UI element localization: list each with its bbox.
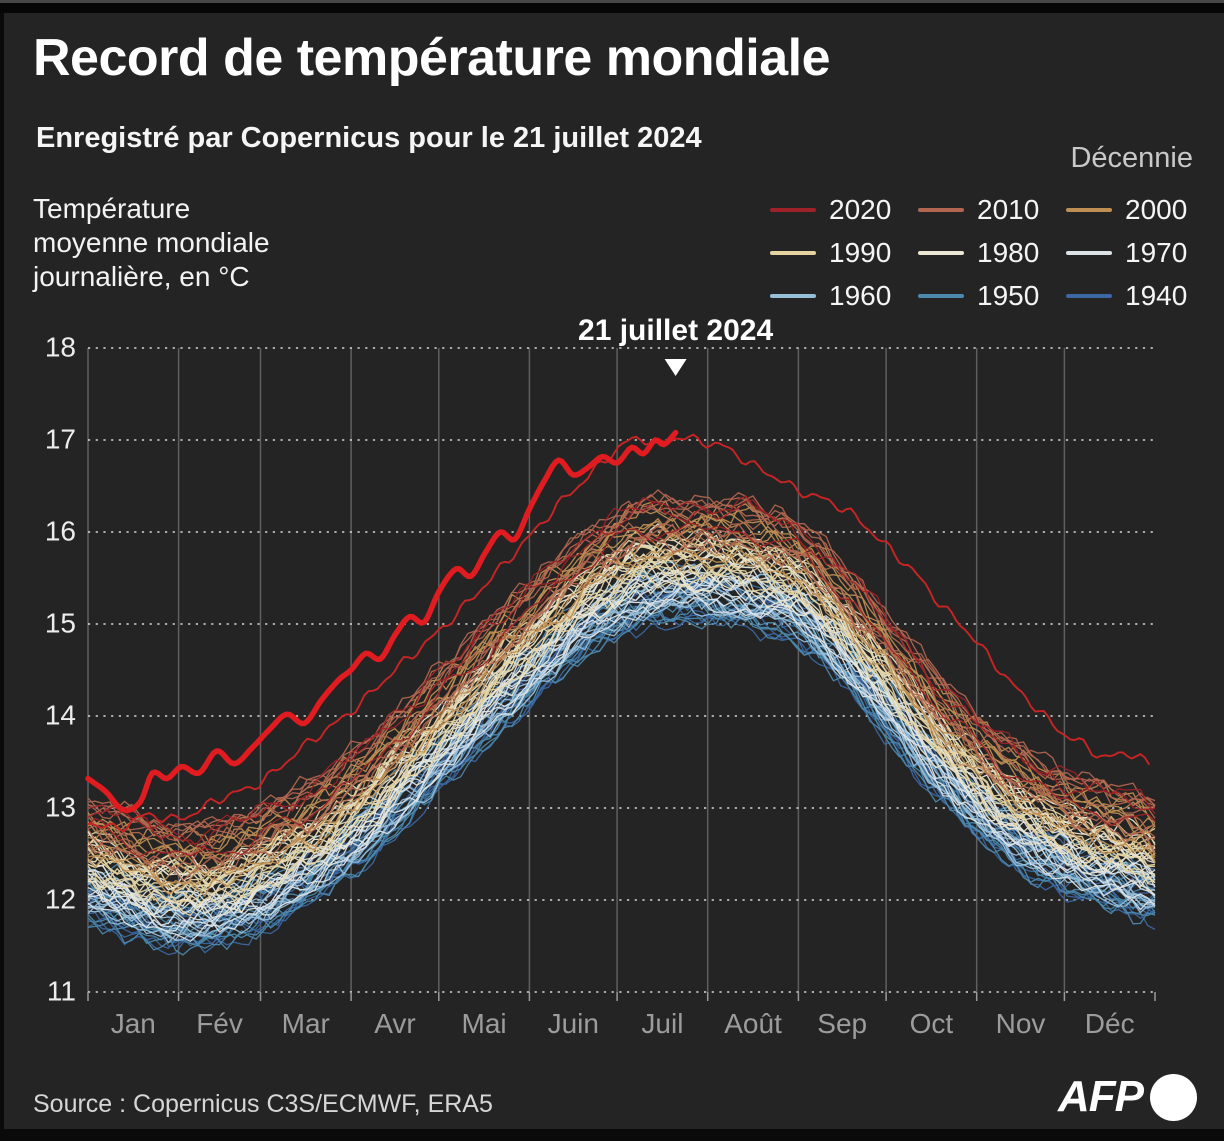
temp-line-2006 [87,539,1156,886]
month-label-Avr: Avr [374,1008,416,1039]
month-label-Jan: Jan [110,1008,156,1039]
bottom-bar [0,1129,1224,1141]
temp-line-1956 [87,603,1156,949]
temp-line-1991 [87,549,1155,900]
temp-line-2013 [87,531,1156,882]
y-tick-label-12: 12 [44,883,76,915]
temp-line-2020 [87,494,1156,848]
afp-logo: AFP [1058,1072,1197,1122]
temp-line-1977 [87,582,1156,932]
month-label-Fév: Fév [196,1008,243,1039]
month-label-Sep: Sep [817,1008,868,1039]
page-subtitle: Enregistré par Copernicus pour le 21 jui… [36,122,702,154]
temp-line-2003 [87,501,1156,857]
y-tick-label-18: 18 [44,331,76,363]
temp-line-1998 [87,559,1156,902]
legend-item-1980: 1980 [918,231,1066,274]
temp-line-1992 [87,553,1156,895]
legend-swatch-icon [770,207,816,212]
annotation-arrow-icon [664,359,687,376]
legend-swatch-icon [1066,207,1112,212]
legend-label: 2000 [1125,193,1188,225]
legend-swatch-icon [1066,293,1112,298]
month-label-Oct: Oct [909,1008,954,1039]
legend-label: 2020 [829,193,892,225]
temp-line-1994 [87,564,1156,910]
temp-line-1960 [87,577,1156,916]
temp-line-1981 [87,523,1156,875]
y-tick-label-17: 17 [44,423,76,455]
left-edge [0,13,4,1130]
temp-line-2018 [87,525,1156,871]
legend-item-1940: 1940 [1066,274,1214,317]
afp-logo-text: AFP [1058,1072,1144,1121]
month-label-Juil: Juil [641,1008,684,1039]
temp-line-1954 [87,600,1156,956]
temp-line-2024 [85,429,679,814]
legend-swatch-icon [770,250,816,255]
legend-item-1960: 1960 [770,274,918,317]
temp-line-1963 [87,595,1156,938]
y-axis-description-line1: Température [33,193,191,224]
y-axis-description-line2: moyenne mondiale [33,227,270,258]
legend-swatch-icon [918,293,964,298]
month-label-Nov: Nov [995,1008,1046,1039]
legend-label: 1970 [1125,236,1188,268]
legend-swatch-icon [1066,250,1112,255]
month-label-Mar: Mar [281,1008,330,1039]
temp-line-1979 [87,571,1156,922]
y-tick-label-15: 15 [44,607,76,639]
legend-label: 1960 [829,279,892,311]
legend-item-1970: 1970 [1066,231,1214,274]
month-label-Août: Août [724,1008,782,1039]
legend: 2020 2010 2000 1990 1980 1970 1960 1950 1940 [770,188,1214,317]
legend-swatch-icon [918,207,964,212]
y-axis-description: Température moyenne mondiale journalière… [33,192,270,294]
temp-line-2022 [87,497,1156,845]
legend-label: 2010 [977,193,1040,225]
legend-item-1990: 1990 [770,231,918,274]
legend-label: 1940 [1125,279,1188,311]
temp-line-1986 [87,553,1156,899]
source-text: Source : Copernicus C3S/ECMWF, ERA5 [33,1090,493,1118]
temp-line-1978 [87,573,1156,927]
temp-line-2021 [87,522,1156,858]
y-tick-label-13: 13 [44,791,76,823]
legend-item-2020: 2020 [770,188,918,231]
month-label-Juin: Juin [547,1008,599,1039]
temp-line-1947 [87,603,1156,947]
legend-item-2010: 2010 [918,188,1066,231]
legend-item-2000: 2000 [1066,188,1214,231]
y-tick-label-11: 11 [46,975,76,1007]
month-label-Mai: Mai [461,1008,507,1039]
temp-line-2009 [87,513,1156,863]
legend-label: 1980 [977,236,1040,268]
temp-line-2023 [87,433,1151,833]
y-tick-label-14: 14 [44,699,76,731]
month-label-Déc: Déc [1084,1008,1135,1039]
temp-line-1962 [87,598,1156,942]
legend-label: 1950 [977,279,1040,311]
legend-swatch-icon [770,293,816,298]
temp-line-2005 [87,548,1156,895]
legend-swatch-icon [918,250,964,255]
page-title: Record de température mondiale [33,29,831,87]
annotation-label: 21 juillet 2024 [578,314,774,347]
temp-line-2017 [87,510,1156,859]
legend-title: Décennie [1070,142,1193,174]
legend-label: 1990 [829,236,892,268]
y-tick-label-16: 16 [44,515,76,547]
y-axis-description-line3: journalière, en °C [33,261,250,292]
legend-item-1950: 1950 [918,274,1066,317]
top-bar [0,0,1224,13]
temp-line-1970 [87,596,1156,943]
temp-line-1985 [87,564,1156,915]
temp-line-2002 [87,515,1156,858]
afp-globe-icon [1150,1073,1197,1121]
